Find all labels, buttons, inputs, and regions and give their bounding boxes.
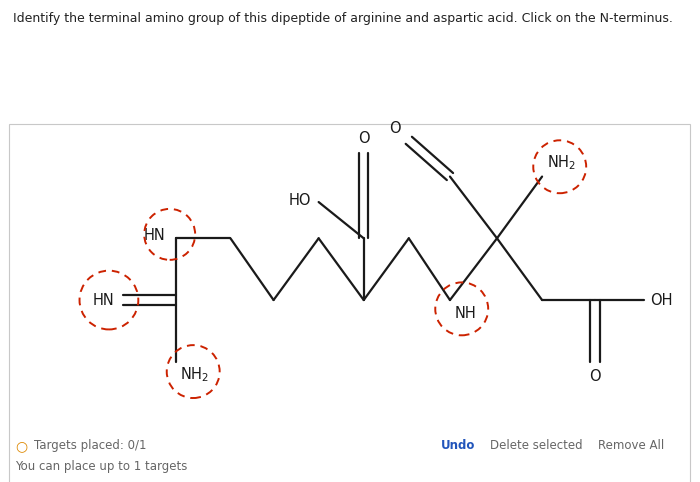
Text: NH$_2$: NH$_2$ [181, 366, 209, 385]
Text: Undo: Undo [441, 440, 475, 452]
Text: NH$_2$: NH$_2$ [547, 153, 576, 172]
Text: You can place up to 1 targets: You can place up to 1 targets [15, 460, 188, 473]
Text: Targets placed: 0/1: Targets placed: 0/1 [34, 440, 146, 452]
Text: ○: ○ [15, 439, 27, 453]
Text: O: O [589, 369, 601, 384]
Text: O: O [358, 131, 370, 146]
Text: Delete selected: Delete selected [490, 440, 582, 452]
Text: Identify the terminal amino group of this dipeptide of arginine and aspartic aci: Identify the terminal amino group of thi… [13, 12, 673, 25]
Text: HO: HO [288, 193, 311, 208]
Text: HN: HN [93, 293, 115, 308]
Text: NH: NH [455, 306, 477, 321]
Text: Remove All: Remove All [598, 440, 665, 452]
Text: HN: HN [144, 228, 166, 243]
Text: O: O [389, 121, 401, 136]
Text: OH: OH [650, 293, 673, 308]
